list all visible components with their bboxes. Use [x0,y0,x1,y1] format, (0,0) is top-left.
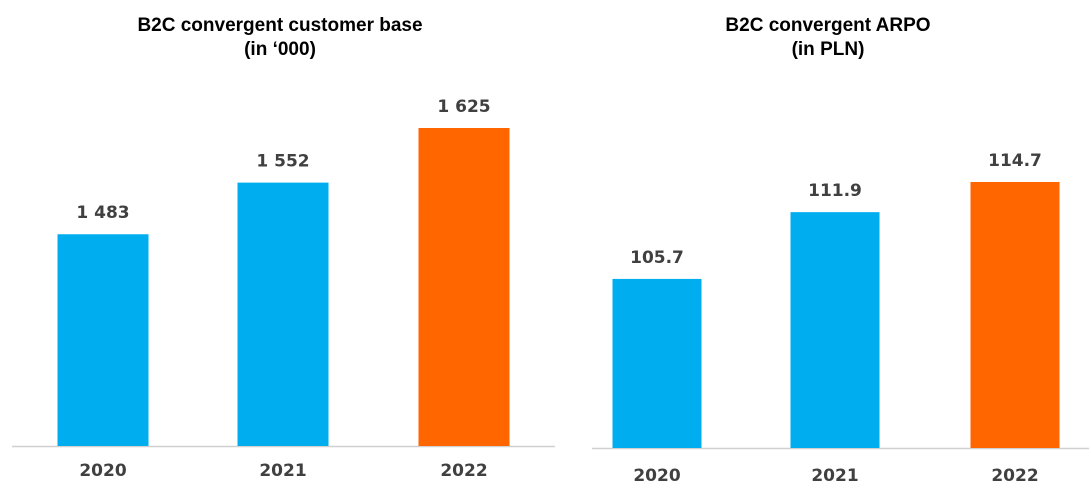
data-label: 1 483 [76,203,129,223]
data-label: 114.7 [988,151,1042,171]
bar [237,182,329,447]
data-label: 1 552 [256,152,309,172]
x-tick-label: 2022 [440,461,487,481]
chart-title-line: B2C convergent customer base [137,15,423,36]
x-tick-label: 2021 [811,466,858,486]
x-tick-label: 2022 [991,466,1038,486]
data-label: 105.7 [630,248,684,268]
bar [970,182,1060,448]
x-tick-label: 2021 [259,461,306,481]
chart-title: B2C convergent customer base (in ‘000) [0,14,560,62]
arpo-chart: B2C convergent ARPO (in PLN) 105.7 2020 11… [565,0,1091,488]
chart-title: B2C convergent ARPO (in PLN) [565,14,1091,62]
x-tick-label: 2020 [633,466,680,486]
bar [418,128,510,446]
arpo-plot: 105.7 2020 111.9 2021 114.7 2022 [592,151,1089,486]
bar [790,212,880,448]
x-tick-label: 2020 [79,461,126,481]
bar [57,234,149,446]
data-label: 111.9 [808,181,862,201]
bar [612,278,702,448]
chart-subtitle-line: (in ‘000) [244,39,316,60]
chart-title-line: B2C convergent ARPO [725,15,931,36]
customer-base-chart: B2C convergent customer base (in ‘000) 1… [0,14,560,481]
data-label: 1 625 [437,97,490,117]
chart-subtitle-line: (in PLN) [791,39,865,60]
customer-base-plot: 1 483 2020 1 552 2021 1 625 2022 [12,97,555,481]
